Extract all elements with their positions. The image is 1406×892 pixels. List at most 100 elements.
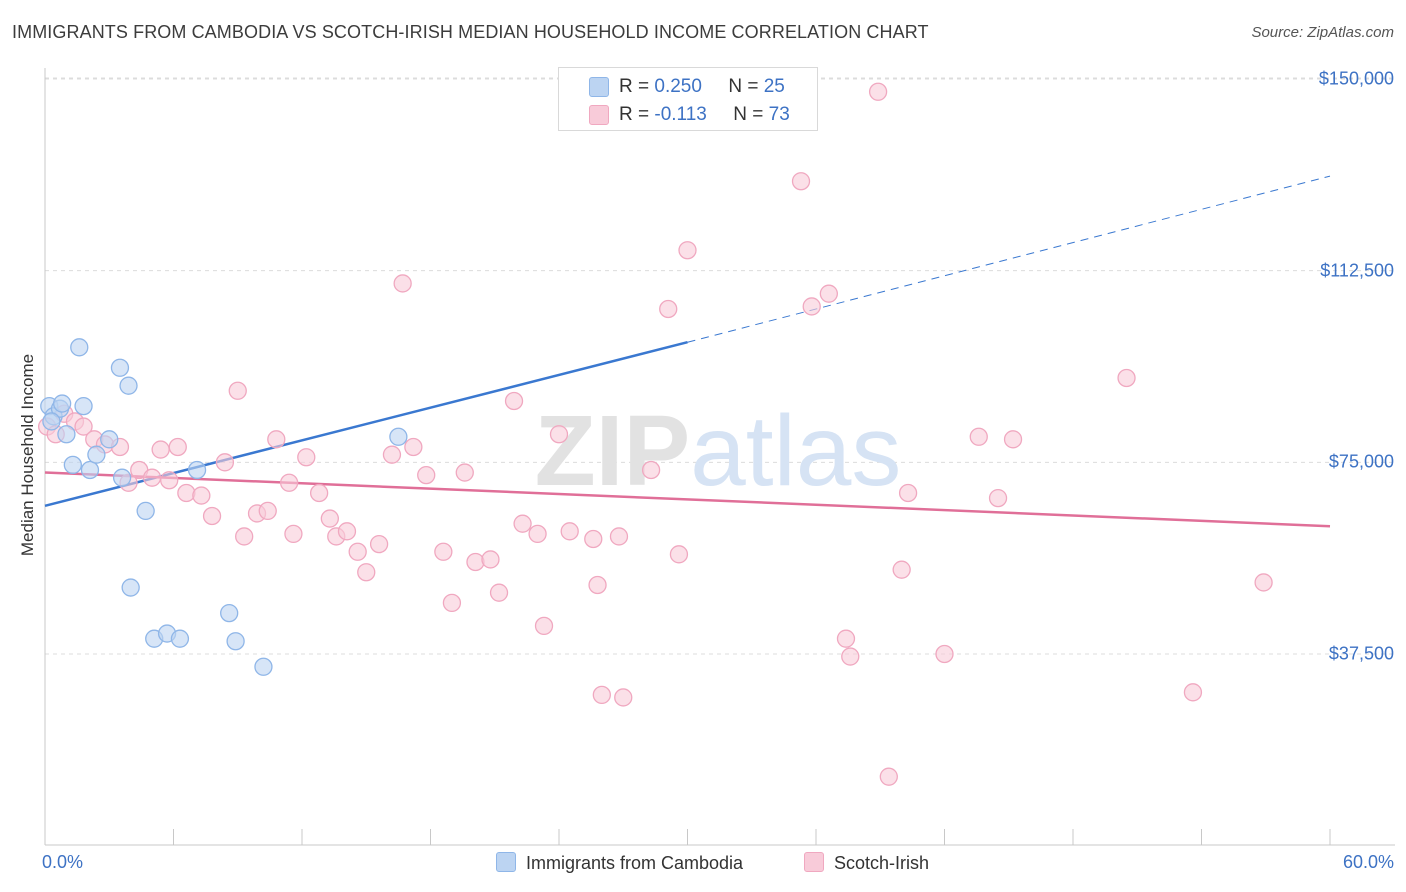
point-scotch-irish xyxy=(504,391,524,411)
point-scotch-irish xyxy=(841,647,860,666)
legend-swatch-cambodia xyxy=(589,77,609,97)
chart-title: IMMIGRANTS FROM CAMBODIA VS SCOTCH-IRISH… xyxy=(12,22,929,42)
point-scotch-irish xyxy=(215,453,235,472)
bottom-legend-swatch xyxy=(496,852,516,872)
point-scotch-irish xyxy=(279,473,299,492)
bottom-legend-swatch xyxy=(804,852,824,872)
point-scotch-irish xyxy=(442,593,462,613)
gridlines xyxy=(45,77,1395,655)
point-cambodia xyxy=(389,427,408,446)
point-scotch-irish xyxy=(528,524,547,544)
y-tick-label: $37,500 xyxy=(1328,643,1394,664)
point-scotch-irish xyxy=(417,465,436,485)
point-scotch-irish xyxy=(455,463,474,482)
x-tick-label-min: 0.0% xyxy=(42,852,84,872)
point-scotch-irish xyxy=(481,550,500,569)
point-scotch-irish xyxy=(235,527,254,546)
point-scotch-irish xyxy=(868,82,888,101)
point-cambodia xyxy=(112,468,132,487)
y-tick-label: $75,000 xyxy=(1328,451,1394,472)
point-cambodia xyxy=(57,425,76,444)
point-scotch-irish xyxy=(678,241,697,260)
point-scotch-irish xyxy=(466,552,485,572)
data-points xyxy=(37,82,1273,786)
point-scotch-irish xyxy=(434,542,453,561)
point-scotch-irish xyxy=(489,583,509,602)
point-scotch-irish xyxy=(267,430,286,449)
legend-swatch-scotch-irish xyxy=(589,105,609,125)
point-cambodia xyxy=(136,501,155,521)
point-cambodia xyxy=(87,445,106,464)
point-scotch-irish xyxy=(348,542,367,561)
point-scotch-irish xyxy=(1254,573,1273,592)
point-scotch-irish xyxy=(160,471,179,490)
y-tick-label: $112,500 xyxy=(1320,260,1394,281)
point-scotch-irish xyxy=(142,468,162,487)
point-cambodia xyxy=(170,629,190,648)
x-tick-label-max: 60.0% xyxy=(1342,852,1394,872)
point-scotch-irish xyxy=(1117,368,1136,388)
trend-line-cambodia-extension xyxy=(687,175,1331,343)
point-scotch-irish xyxy=(284,524,303,544)
point-scotch-irish xyxy=(614,688,633,707)
axes xyxy=(44,68,1395,846)
point-scotch-irish xyxy=(297,448,316,467)
point-scotch-irish xyxy=(357,563,376,582)
point-scotch-irish xyxy=(641,460,661,480)
point-scotch-irish xyxy=(309,483,329,503)
point-cambodia xyxy=(119,376,138,395)
point-scotch-irish xyxy=(168,437,187,457)
point-scotch-irish xyxy=(393,274,412,293)
legend-row-scotch-irish: R = -0.113 N = 73 xyxy=(619,104,790,125)
y-tick-label: $150,000 xyxy=(1318,68,1394,89)
point-scotch-irish xyxy=(560,522,579,541)
point-scotch-irish xyxy=(320,509,339,528)
point-scotch-irish xyxy=(802,297,821,316)
point-scotch-irish xyxy=(659,299,678,319)
point-scotch-irish xyxy=(819,284,838,303)
point-scotch-irish xyxy=(258,501,277,521)
point-cambodia xyxy=(100,430,119,449)
watermark-zip: ZIP xyxy=(535,395,691,507)
point-cambodia xyxy=(52,394,72,413)
point-cambodia xyxy=(254,657,273,676)
point-scotch-irish xyxy=(549,425,569,444)
trend-line-scotch-irish xyxy=(44,471,1331,528)
point-cambodia xyxy=(80,460,100,480)
point-cambodia xyxy=(121,578,140,597)
point-cambodia xyxy=(187,460,207,480)
bottom-legend-scotch-irish: Scotch-Irish xyxy=(804,852,929,874)
point-cambodia xyxy=(226,632,245,651)
point-cambodia xyxy=(74,396,93,416)
point-cambodia xyxy=(220,603,239,623)
point-scotch-irish xyxy=(1003,430,1023,449)
point-scotch-irish xyxy=(879,767,898,786)
point-scotch-irish xyxy=(513,514,532,533)
point-scotch-irish xyxy=(609,527,629,546)
point-cambodia xyxy=(70,338,89,357)
point-scotch-irish xyxy=(588,575,607,595)
point-scotch-irish xyxy=(151,440,170,459)
legend: R = 0.250 N = 25 R = -0.113 N = 73 xyxy=(558,67,818,131)
point-scotch-irish xyxy=(404,437,423,457)
point-scotch-irish xyxy=(337,522,357,541)
point-scotch-irish xyxy=(584,529,603,549)
point-scotch-irish xyxy=(669,545,689,564)
watermark-atlas: atlas xyxy=(690,395,901,507)
point-scotch-irish xyxy=(791,172,811,191)
watermark: ZIPatlas xyxy=(535,395,902,507)
source-label: Source: ZipAtlas.com xyxy=(1251,24,1394,41)
point-scotch-irish xyxy=(534,616,554,636)
point-scotch-irish xyxy=(382,445,402,464)
point-scotch-irish xyxy=(892,560,911,579)
point-scotch-irish xyxy=(228,381,247,400)
point-scotch-irish xyxy=(1183,683,1203,702)
point-scotch-irish xyxy=(836,629,856,648)
point-scotch-irish xyxy=(935,644,954,664)
legend-row-cambodia: R = 0.250 N = 25 xyxy=(619,76,785,97)
bottom-legend-cambodia: Immigrants from Cambodia xyxy=(496,852,743,874)
point-scotch-irish xyxy=(988,488,1008,508)
point-scotch-irish xyxy=(369,534,389,554)
point-cambodia xyxy=(63,455,82,475)
